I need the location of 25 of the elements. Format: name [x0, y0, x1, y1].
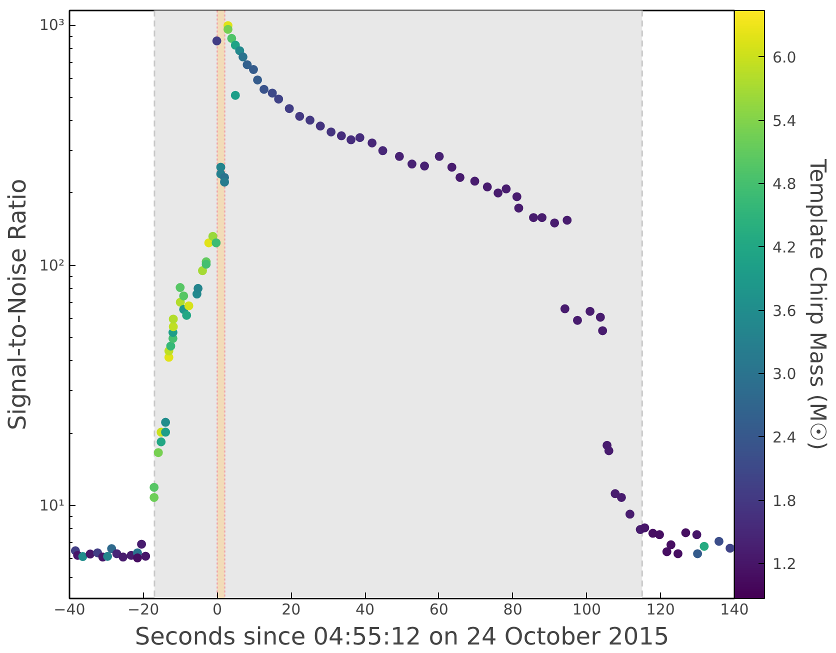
color-bar-label: 5.4: [772, 112, 796, 130]
x-tick-label: 80: [503, 600, 522, 618]
color-bar-label: 1.2: [772, 555, 796, 574]
x-tick-label: −40: [54, 600, 86, 618]
x-tick-label: 60: [429, 600, 448, 618]
x-tick-label: −20: [128, 600, 160, 618]
color-bar-label: 1.8: [772, 492, 796, 510]
color-bar-label: 4.8: [772, 175, 796, 194]
y-tick-label: 10³: [39, 16, 65, 34]
color-bar-title: Template Chirp Mass (M☉): [804, 158, 830, 450]
color-bar-label: 3.0: [772, 365, 796, 384]
color-bar-label: 2.4: [772, 428, 796, 446]
x-tick-label: 120: [646, 600, 675, 618]
x-tick-label: 0: [212, 600, 222, 618]
x-tick-label: 40: [356, 600, 375, 618]
color-bar-label: 3.6: [772, 302, 796, 320]
color-bar-label: 4.2: [772, 238, 796, 256]
y-axis-title: Signal-to-Noise Ratio: [3, 178, 32, 430]
y-tick-label: 10²: [39, 256, 65, 274]
x-tick-label: 100: [572, 600, 602, 618]
color-bar-label: 6.0: [772, 48, 796, 66]
x-tick-label: 140: [720, 600, 749, 618]
x-tick-label: 20: [282, 600, 301, 618]
y-tick-label: 10¹: [39, 496, 65, 514]
x-axis-title: Seconds since 04:55:12 on 24 October 2015: [134, 622, 670, 650]
